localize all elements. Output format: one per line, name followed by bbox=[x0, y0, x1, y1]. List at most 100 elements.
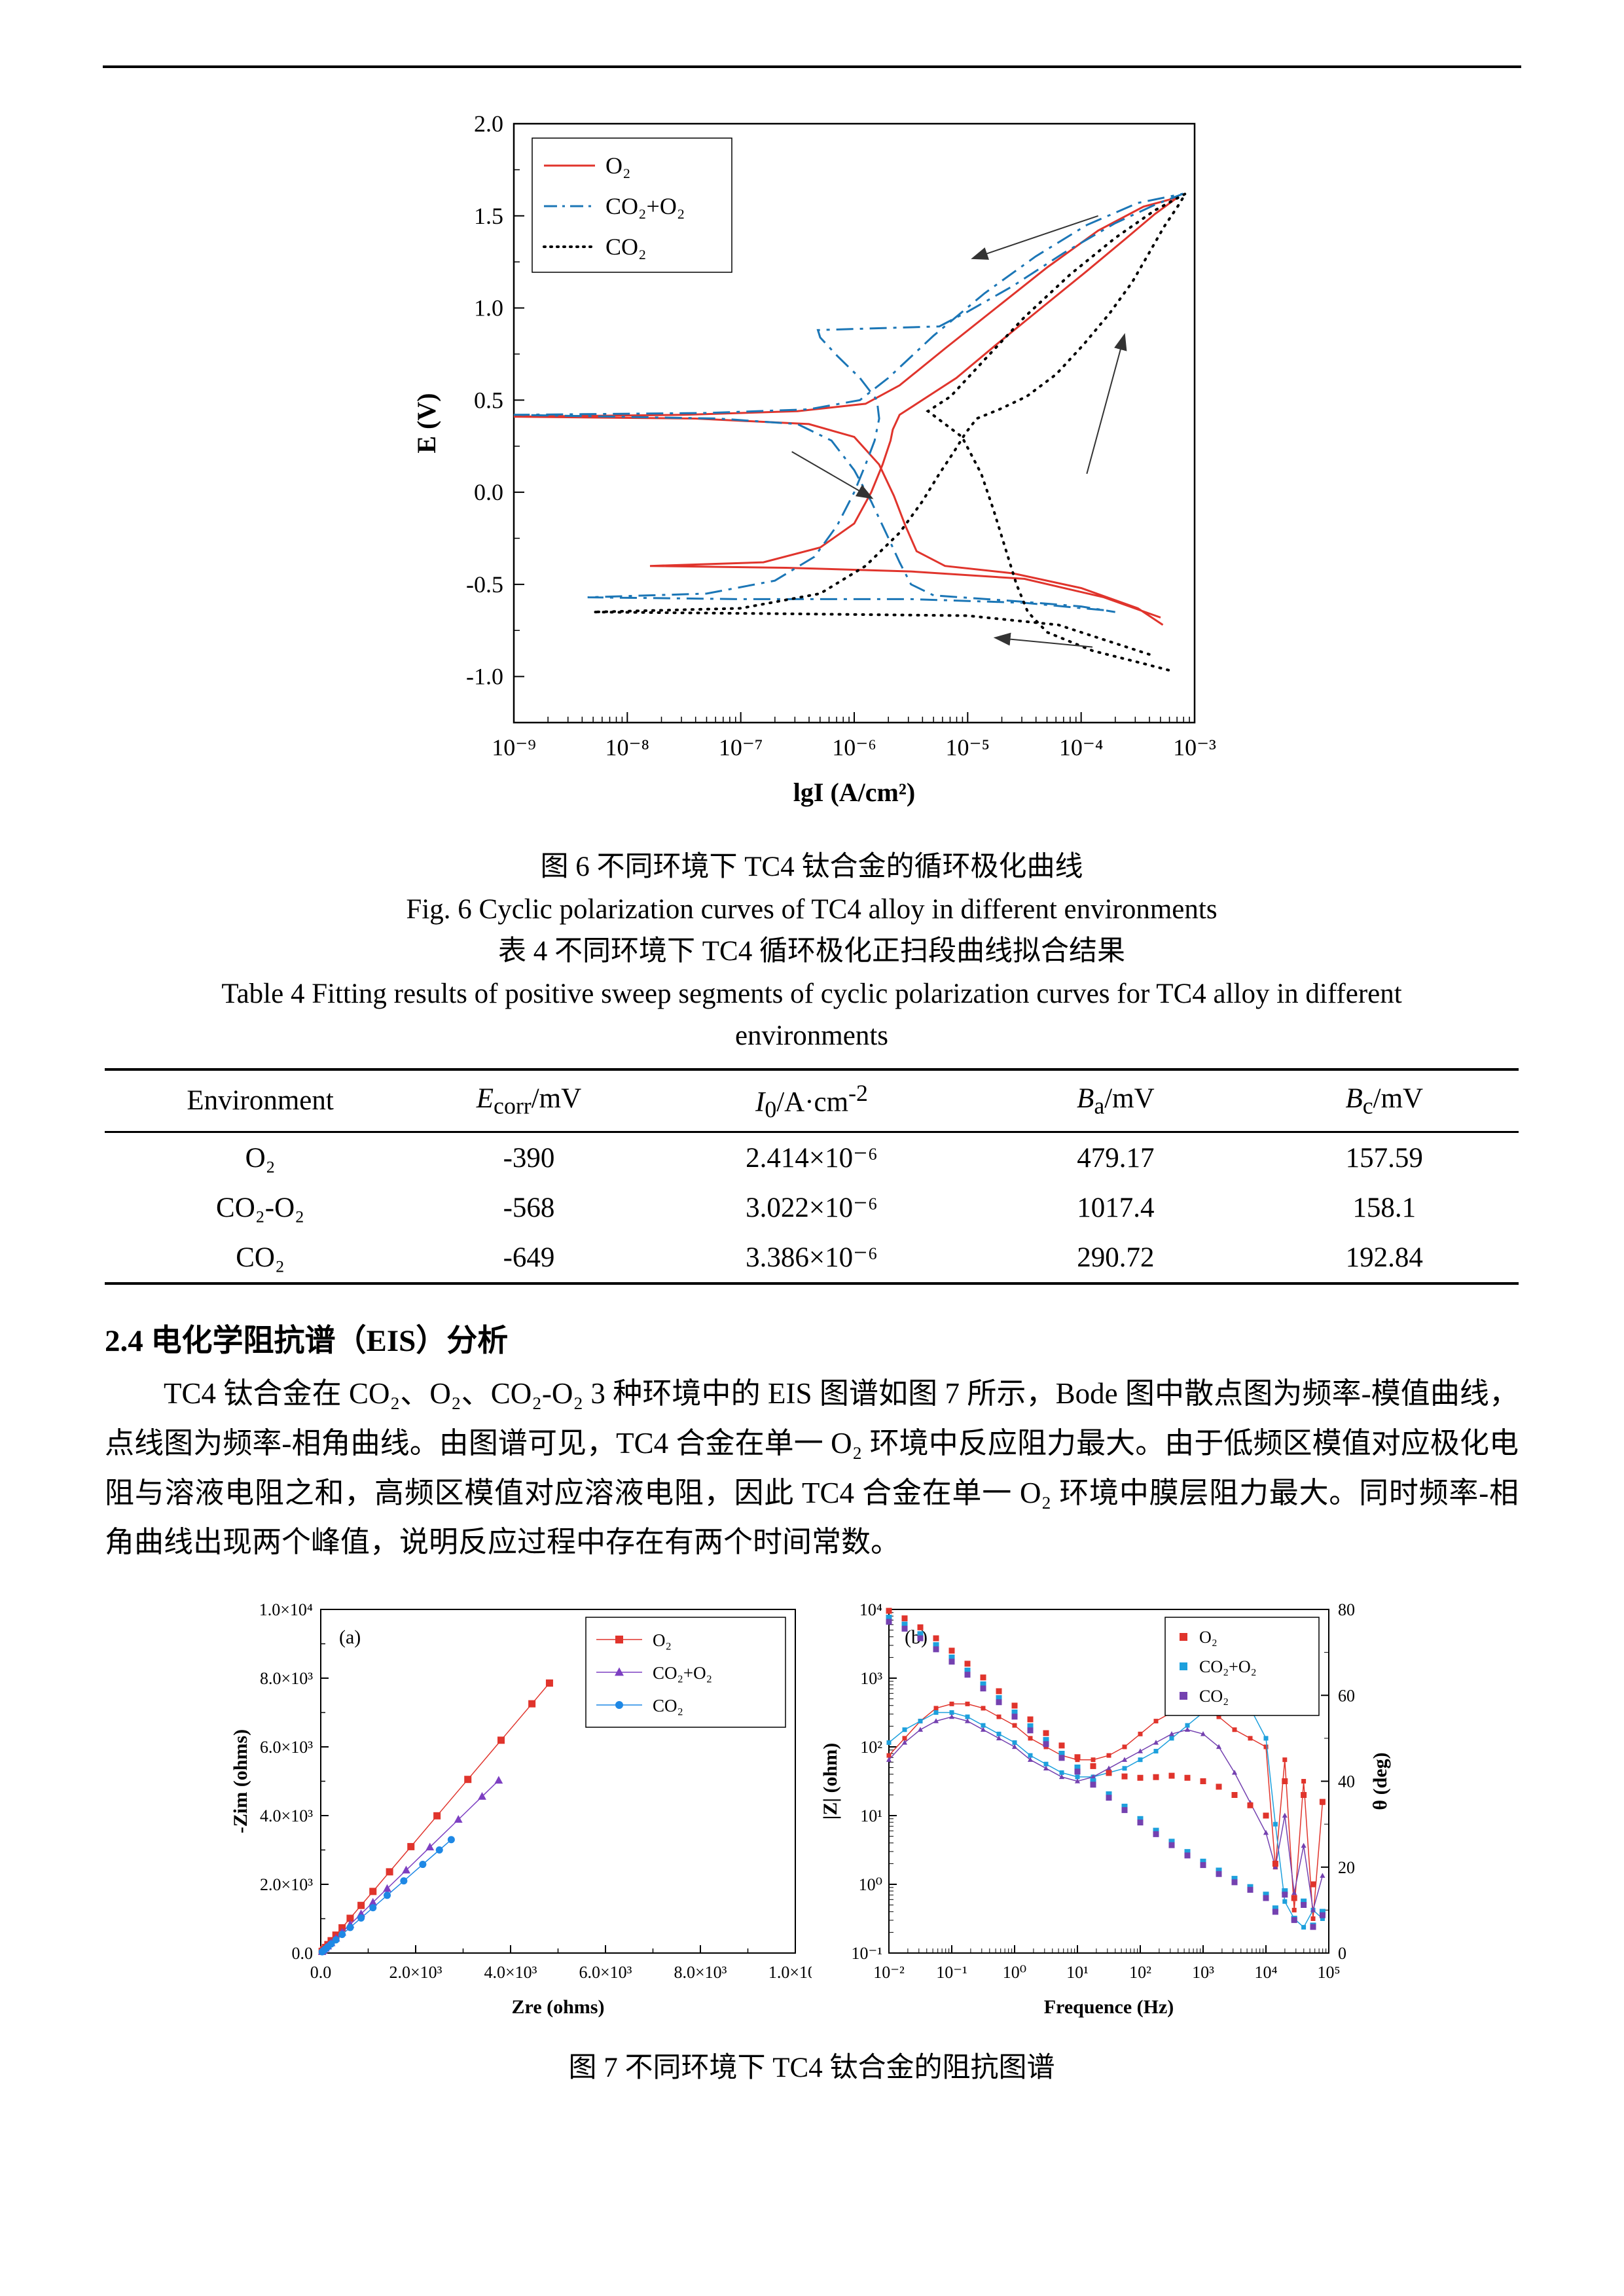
svg-text:(b): (b) bbox=[905, 1626, 928, 1648]
table4-header-cell: I0/A·cm-2 bbox=[755, 1079, 868, 1122]
table4-title-en: Table 4 Fitting results of positive swee… bbox=[221, 978, 1402, 1052]
table4-header-cell: Ecorr/mV bbox=[476, 1083, 582, 1119]
svg-text:10³: 10³ bbox=[1192, 1963, 1214, 1982]
svg-text:0.0: 0.0 bbox=[474, 479, 503, 505]
table-cell: 1017.4 bbox=[1077, 1192, 1155, 1223]
svg-text:40: 40 bbox=[1338, 1772, 1355, 1791]
table-cell: O₂ bbox=[245, 1142, 276, 1174]
svg-text:CO₂+O₂: CO₂+O₂ bbox=[605, 193, 685, 219]
svg-text:4.0×10³: 4.0×10³ bbox=[484, 1963, 537, 1982]
svg-text:CO₂+O₂: CO₂+O₂ bbox=[653, 1663, 712, 1683]
body-paragraph: TC4 钛合金在 CO₂、O₂、CO₂-O₂ 3 种环境中的 EIS 图谱如图 … bbox=[105, 1377, 1519, 1559]
table4-body: O₂ -390 2.414×10⁻⁶ 479.17 157.59 CO₂-O₂ -568 3.… bbox=[105, 1132, 1519, 1284]
svg-text:0: 0 bbox=[1338, 1944, 1346, 1963]
svg-text:10⁻¹: 10⁻¹ bbox=[936, 1963, 967, 1982]
svg-text:-0.5: -0.5 bbox=[466, 571, 503, 598]
svg-text:10⁻²: 10⁻² bbox=[873, 1963, 905, 1982]
svg-text:O₂: O₂ bbox=[653, 1630, 672, 1650]
svg-text:(a): (a) bbox=[339, 1626, 361, 1648]
svg-text:CO₂: CO₂ bbox=[653, 1696, 683, 1715]
svg-text:1.5: 1.5 bbox=[474, 203, 503, 229]
svg-text:O₂: O₂ bbox=[1199, 1628, 1218, 1647]
figure7b-svg: 10⁻² 10⁻¹ 10⁰ 10¹ 10² 10³ 10⁴ 10⁵10⁻¹10⁰10¹10²1… bbox=[820, 1600, 1391, 2018]
table-cell: 158.1 bbox=[1352, 1192, 1416, 1223]
svg-text:6.0×10³: 6.0×10³ bbox=[579, 1963, 632, 1982]
table-row: CO₂ -649 3.386×10⁻⁶ 290.72 192.84 bbox=[105, 1232, 1519, 1283]
table4-header-cell: Ba/mV bbox=[1077, 1083, 1155, 1119]
figure7-caption: 图 7 不同环境下 TC4 钛合金的阻抗图谱 bbox=[568, 2052, 1055, 2083]
figure7b-chart: 10⁻² 10⁻¹ 10⁰ 10¹ 10² 10³ 10⁴ 10⁵ 10⁻¹ 10⁰ 10¹ 10² 1… bbox=[812, 1590, 1404, 2038]
svg-text:8.0×10³: 8.0×10³ bbox=[260, 1669, 313, 1688]
figure7a-chart: 0.0 2.0×10³ 4.0×10³ 6.0×10³ 8.0×10³ 1.0×10⁴ 0.… bbox=[219, 1590, 822, 2038]
svg-text:-Zim (ohms): -Zim (ohms) bbox=[230, 1729, 251, 1833]
figure6: 10⁻⁹ 10⁻⁸ 10⁻⁷ 10⁻⁶ 10⁻⁵ 10⁻⁴ 10⁻³ 2.0 1.5 1.0 0.5… bbox=[105, 101, 1519, 837]
figure7a-svg: 0.0 2.0×10³ 4.0×10³ 6.0×10³ 8.0×10³ 1.0×10⁴ 0.… bbox=[230, 1600, 822, 2018]
svg-text:10⁰: 10⁰ bbox=[859, 1875, 882, 1894]
svg-text:Frequence (Hz): Frequence (Hz) bbox=[1044, 1996, 1174, 2018]
svg-text:CO₂: CO₂ bbox=[1199, 1687, 1229, 1706]
svg-text:10²: 10² bbox=[860, 1738, 882, 1757]
svg-text:4.0×10³: 4.0×10³ bbox=[260, 1806, 313, 1825]
svg-text:10⁻¹: 10⁻¹ bbox=[851, 1944, 882, 1963]
svg-text:0.0: 0.0 bbox=[292, 1944, 314, 1963]
figure6-caption-en: Fig. 6 Cyclic polarization curves of TC4… bbox=[406, 893, 1218, 925]
figure6-caption-cn: 图 6 不同环境下 TC4 钛合金的循环极化曲线 bbox=[540, 852, 1083, 882]
section-heading: 2.4 电化学阻抗谱（EIS）分析 bbox=[105, 1324, 509, 1359]
svg-text:10⁻⁷: 10⁻⁷ bbox=[719, 734, 763, 761]
svg-text:|Z| (ohm): |Z| (ohm) bbox=[820, 1743, 841, 1820]
svg-text:10³: 10³ bbox=[860, 1669, 882, 1688]
svg-text:10¹: 10¹ bbox=[1066, 1963, 1089, 1982]
figure7: 0.0 2.0×10³ 4.0×10³ 6.0×10³ 8.0×10³ 1.0×10⁴ 0.… bbox=[105, 1590, 1519, 2038]
table-cell: 3.386×10⁻⁶ bbox=[746, 1242, 878, 1274]
svg-text:10⁻⁵: 10⁻⁵ bbox=[946, 734, 990, 761]
svg-text:CO₂: CO₂ bbox=[605, 234, 647, 260]
svg-text:1.0×10⁴: 1.0×10⁴ bbox=[259, 1600, 313, 1619]
svg-text:20: 20 bbox=[1338, 1858, 1355, 1877]
table4: Environment Ecorr/mV I0/A·cm-2 Ba/mV Bc/mV O… bbox=[105, 1067, 1519, 1285]
table-cell: CO₂ bbox=[236, 1242, 285, 1273]
figure6-chart: 10⁻⁹ 10⁻⁸ 10⁻⁷ 10⁻⁶ 10⁻⁵ 10⁻⁴ 10⁻³ 2.0 1.5 1.0 0.5… bbox=[399, 101, 1224, 837]
svg-text:10⁻⁹: 10⁻⁹ bbox=[492, 734, 536, 761]
svg-text:80: 80 bbox=[1338, 1600, 1355, 1619]
table4-header-cell: Bc/mV bbox=[1345, 1083, 1424, 1119]
table-cell: 2.414×10⁻⁶ bbox=[746, 1143, 878, 1174]
svg-text:10⁻⁸: 10⁻⁸ bbox=[605, 734, 650, 761]
figure6-captions: 图 6 不同环境下 TC4 钛合金的循环极化曲线 Fig. 6 Cyclic p… bbox=[105, 846, 1519, 1058]
svg-text:10⁻⁶: 10⁻⁶ bbox=[832, 734, 876, 761]
table-cell: 290.72 bbox=[1077, 1242, 1155, 1273]
table-row: CO₂-O₂ -568 3.022×10⁻⁶ 1017.4 158.1 bbox=[105, 1183, 1519, 1232]
table-cell: -390 bbox=[503, 1142, 555, 1174]
svg-text:2.0×10³: 2.0×10³ bbox=[389, 1963, 442, 1982]
svg-text:0.5: 0.5 bbox=[474, 387, 503, 413]
table-cell: 157.59 bbox=[1345, 1142, 1423, 1174]
table-cell: -649 bbox=[503, 1242, 555, 1273]
svg-text:10⁴: 10⁴ bbox=[1254, 1963, 1277, 1982]
svg-text:6.0×10³: 6.0×10³ bbox=[260, 1738, 313, 1757]
table-cell: 479.17 bbox=[1077, 1142, 1155, 1174]
table4-title-cn: 表 4 不同环境下 TC4 循环极化正扫段曲线拟合结果 bbox=[498, 936, 1125, 967]
table-cell: CO₂-O₂ bbox=[216, 1192, 305, 1223]
svg-text:10⁻³: 10⁻³ bbox=[1173, 734, 1216, 761]
svg-text:O₂: O₂ bbox=[605, 152, 631, 179]
figure6-svg: 10⁻⁹ 10⁻⁸ 10⁻⁷ 10⁻⁶ 10⁻⁵ 10⁻⁴ 10⁻³ 2.0 1.5 1.0 0.5… bbox=[412, 111, 1216, 807]
svg-text:1.0×10⁴: 1.0×10⁴ bbox=[768, 1963, 812, 1982]
svg-text:10²: 10² bbox=[1129, 1963, 1151, 1982]
table-cell: -568 bbox=[503, 1192, 555, 1223]
svg-text:1.0: 1.0 bbox=[474, 295, 503, 321]
svg-text:10¹: 10¹ bbox=[860, 1806, 882, 1825]
table4-header-cell: Environment bbox=[187, 1085, 334, 1117]
svg-text:8.0×10³: 8.0×10³ bbox=[674, 1963, 727, 1982]
svg-text:2.0×10³: 2.0×10³ bbox=[260, 1875, 313, 1894]
svg-text:θ (deg): θ (deg) bbox=[1369, 1752, 1391, 1810]
svg-text:CO₂+O₂: CO₂+O₂ bbox=[1199, 1657, 1257, 1676]
table-row: O₂ -390 2.414×10⁻⁶ 479.17 157.59 bbox=[105, 1132, 1519, 1183]
table-cell: 192.84 bbox=[1345, 1242, 1423, 1273]
svg-text:60: 60 bbox=[1338, 1686, 1355, 1705]
svg-text:10⁰: 10⁰ bbox=[1003, 1963, 1026, 1982]
svg-text:lgI (A/cm²): lgI (A/cm²) bbox=[793, 778, 915, 807]
svg-text:-1.0: -1.0 bbox=[466, 664, 503, 690]
header-rule bbox=[103, 65, 1521, 68]
table4-head: Environment Ecorr/mV I0/A·cm-2 Ba/mV Bc/mV bbox=[105, 1069, 1519, 1132]
svg-text:E (V): E (V) bbox=[412, 393, 441, 453]
